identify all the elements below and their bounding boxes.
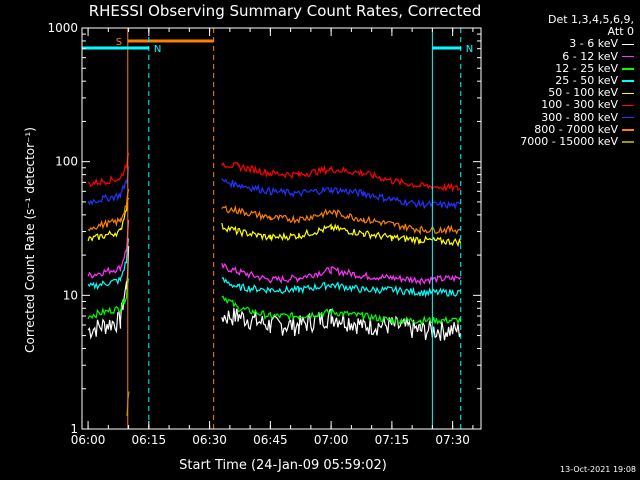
legend-swatch <box>622 43 634 46</box>
legend-swatch <box>622 129 634 131</box>
legend-header-att: Att 0 <box>607 25 634 39</box>
series-layer <box>87 152 462 417</box>
y-tick-label: 100 <box>55 155 78 169</box>
series-line <box>221 263 462 286</box>
legend-swatch <box>622 92 634 94</box>
x-tick-label: 07:00 <box>314 433 349 447</box>
legend-swatch <box>622 116 634 119</box>
y-tick-label: 10 <box>63 288 78 302</box>
legend-label: 6 - 12 keV <box>562 49 618 63</box>
legend-label: 800 - 7000 keV <box>534 122 618 136</box>
y-axis-label: Corrected Count Rate (s⁻¹ detector⁻¹) <box>23 127 37 353</box>
legend-entry: 6 - 12 keV <box>486 49 634 63</box>
chart-title: RHESSI Observing Summary Count Rates, Co… <box>89 2 482 20</box>
plot-frame <box>81 27 482 430</box>
legend-entry: 12 - 25 keV <box>486 61 634 75</box>
marker-layer: SN N <box>82 28 473 429</box>
legend-label: 50 - 100 keV <box>548 86 618 100</box>
legend-entry: 25 - 50 keV <box>486 73 634 87</box>
timestamp-stamp: 13-Oct-2021 19:08 <box>560 465 636 474</box>
legend-header: Det 1,3,4,5,6,9, <box>547 13 634 26</box>
legend-swatch <box>622 55 634 58</box>
legend-entry: 300 - 800 keV <box>486 110 634 124</box>
x-tick-label: 07:30 <box>435 433 470 447</box>
series-line <box>87 278 130 320</box>
legend-label: 300 - 800 keV <box>541 110 618 124</box>
series-line <box>221 295 462 326</box>
x-tick-label: 06:45 <box>253 433 288 447</box>
series-line <box>221 222 462 248</box>
legend-label: 12 - 25 keV <box>555 61 618 75</box>
axis-layer: 06:00 06:15 06:30 06:45 07:00 07:15 07:30 1 10 10… <box>47 21 481 447</box>
series-line <box>87 188 130 232</box>
series-line <box>87 238 130 291</box>
series-line <box>87 166 130 206</box>
series-line <box>87 219 130 279</box>
series-line <box>87 245 130 340</box>
legend-entry: 800 - 7000 keV <box>486 122 634 136</box>
y-tick-label: 1 <box>70 422 78 436</box>
legend-entry: 100 - 300 keV <box>486 99 634 111</box>
marker-label: S <box>116 37 122 48</box>
legend-entry: 50 - 100 keV <box>486 86 634 100</box>
series-line <box>221 277 461 298</box>
marker-label: N <box>154 44 161 55</box>
x-tick-label: 07:15 <box>375 433 410 447</box>
legend-label: 7000 - 15000 keV <box>520 134 618 148</box>
legend-label: 3 - 6 keV <box>569 37 618 51</box>
x-tick-label: 06:15 <box>132 433 167 447</box>
y-tick-label: 1000 <box>47 21 78 35</box>
legend-rows: 3 - 6 keV 6 - 12 keV 12 - 25 keV 25 - 50 ke… <box>486 38 634 148</box>
legend-swatch <box>622 80 634 82</box>
series-line <box>221 178 461 210</box>
legend-label: 100 - 300 keV <box>541 98 618 112</box>
marker-label: N <box>466 44 473 55</box>
legend-swatch <box>622 141 634 143</box>
legend-entry: 3 - 6 keV <box>486 38 634 50</box>
x-axis-label: Start Time (24-Jan-09 05:59:02) <box>179 458 387 473</box>
series-line <box>221 307 462 341</box>
series-line <box>87 152 130 188</box>
legend-swatch <box>622 104 634 107</box>
x-tick-label: 06:00 <box>71 433 106 447</box>
legend-swatch <box>622 68 634 70</box>
legend: Det 1,3,4,5,6,9, Att 0 3 - 6 keV 6 - 12 k… <box>486 13 634 148</box>
legend-label: 25 - 50 keV <box>555 73 618 87</box>
legend-entry: 7000 - 15000 keV <box>486 134 634 148</box>
series-line <box>221 161 462 193</box>
x-tick-label: 06:30 <box>192 433 227 447</box>
series-line <box>221 204 461 236</box>
series-line <box>87 197 130 243</box>
